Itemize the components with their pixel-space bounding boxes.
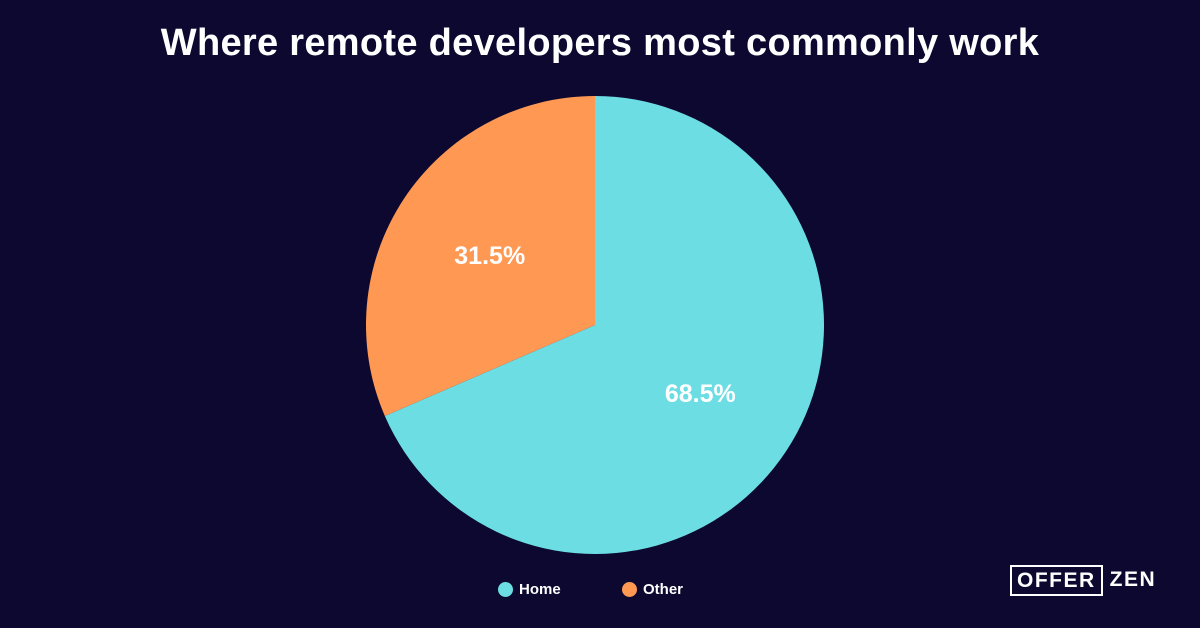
pie-slice-home[interactable] (384, 96, 824, 554)
pie-slice-other[interactable] (365, 96, 595, 416)
legend-item-other[interactable]: Other (622, 578, 683, 600)
legend-swatch-home (498, 581, 513, 597)
legend-label-home: Home (519, 580, 561, 598)
chart-title: Where remote developers most commonly wo… (160, 22, 1040, 64)
legend-item-home[interactable]: Home (498, 578, 561, 600)
legend-swatch-other (622, 581, 637, 597)
logo-boxed-text: OFFER (1010, 564, 1103, 596)
chart-legend: Home Other (0, 578, 1200, 600)
pie-label-home: 68.5% (665, 380, 736, 408)
offerzen-logo: OFFER ZEN (1010, 564, 1156, 596)
pie-label-other: 31.5% (454, 242, 525, 270)
logo-text: ZEN (1109, 568, 1157, 591)
legend-label-other: Other (643, 580, 684, 598)
